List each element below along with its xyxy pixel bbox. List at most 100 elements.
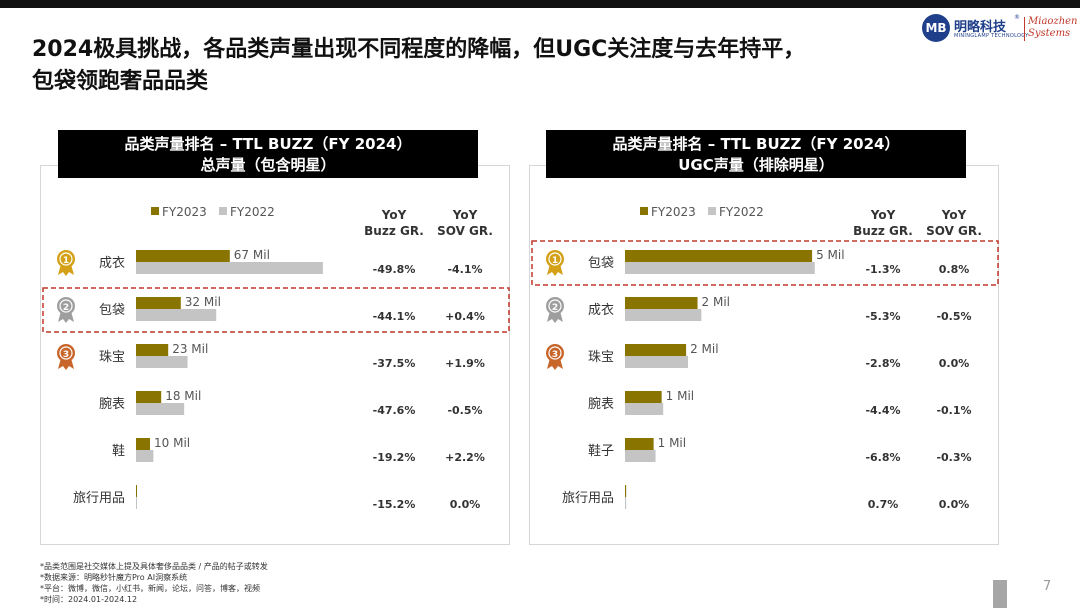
- col-header-line-1: YoY: [452, 208, 478, 222]
- legend-swatch-fy2023: [640, 207, 648, 215]
- buzz-gr-value: -47.6%: [373, 404, 416, 417]
- left-chart: FY2023 FY2022 YoY Buzz GR. YoY SOV GR. 1 成衣 67 M…: [42, 205, 510, 511]
- logo-registered-mark: ®: [1014, 14, 1020, 21]
- highlight-box: [42, 287, 510, 333]
- bar-data-label: 1 Mil: [666, 389, 694, 403]
- logo-divider: [1024, 17, 1025, 41]
- right-panel-header: 品类声量排名 – TTL BUZZ（FY 2024） UGC声量（排除明星）: [546, 130, 966, 178]
- sov-gr-value: 0.0%: [939, 498, 970, 511]
- page-marker-block: [993, 580, 1007, 608]
- bar-fy2022: [136, 450, 154, 462]
- buzz-gr-value: -5.3%: [865, 310, 900, 323]
- category-label: 腕表: [99, 396, 125, 412]
- logo-cn-text: 明略科技: [954, 20, 1007, 35]
- category-label: 包袋: [99, 303, 125, 318]
- right-chart-subtitle: UGC声量（排除明星）: [678, 156, 834, 174]
- footnote-source: *数据来源：明略秒针魔方Pro AI洞察系统: [40, 573, 188, 582]
- bar-fy2022: [136, 262, 323, 274]
- col-header-line-2: SOV GR.: [926, 224, 982, 238]
- sov-gr-value: -4.1%: [447, 263, 482, 276]
- col-header-line-2: Buzz GR.: [364, 224, 424, 238]
- category-label: 包袋: [588, 256, 614, 271]
- col-header-line-2: Buzz GR.: [853, 224, 913, 238]
- bar-fy2023: [625, 485, 627, 497]
- bar-fy2023: [136, 391, 162, 403]
- bar-data-label: 1 Mil: [658, 436, 686, 450]
- col-header-line-1: YoY: [941, 208, 967, 222]
- left-panel: FY2023 FY2022 YoY Buzz GR. YoY SOV GR. 1 成衣 67 M…: [40, 165, 510, 545]
- left-chart-title: 品类声量排名 – TTL BUZZ（FY 2024）: [124, 135, 412, 153]
- legend-label-fy2022: FY2022: [230, 205, 275, 219]
- bar-fy2023: [625, 250, 813, 262]
- bar-fy2022: [625, 262, 815, 274]
- medal-rank: 1: [552, 256, 558, 266]
- logo-miaozhen-line-2: Systems: [1028, 28, 1071, 39]
- left-panel-header: 品类声量排名 – TTL BUZZ（FY 2024） 总声量（包含明星）: [58, 130, 478, 178]
- legend-label-fy2022: FY2022: [719, 205, 764, 219]
- medal-rank: 2: [552, 303, 558, 313]
- bar-fy2023: [136, 297, 181, 309]
- medal-rank: 3: [552, 350, 558, 360]
- bar-fy2023: [625, 438, 654, 450]
- buzz-gr-value: -37.5%: [373, 357, 416, 370]
- bar-data-label: 67 Mil: [234, 248, 270, 262]
- bar-fy2022: [625, 309, 702, 321]
- legend-swatch-fy2023: [151, 207, 159, 215]
- buzz-gr-value: -6.8%: [865, 451, 900, 464]
- medal-inner-ring: [548, 252, 562, 266]
- buzz-gr-value: 0.7%: [868, 498, 899, 511]
- col-header-line-1: YoY: [381, 208, 407, 222]
- medal-inner-ring: [548, 299, 562, 313]
- category-label: 鞋: [112, 443, 125, 459]
- top-bar: [0, 0, 1080, 8]
- bar-fy2022: [136, 497, 137, 509]
- sov-gr-value: -0.5%: [936, 310, 971, 323]
- legend-label-fy2023: FY2023: [162, 205, 207, 219]
- category-label: 成衣: [588, 302, 614, 318]
- sov-gr-value: +2.2%: [445, 451, 485, 464]
- col-header-line-1: YoY: [870, 208, 896, 222]
- buzz-gr-value: -15.2%: [373, 498, 416, 511]
- right-chart-title: 品类声量排名 – TTL BUZZ（FY 2024）: [612, 135, 900, 153]
- legend-swatch-fy2022: [708, 207, 716, 215]
- right-chart: FY2023 FY2022 YoY Buzz GR. YoY SOV GR. 1 包袋 5 Mi…: [531, 205, 999, 511]
- category-label: 珠宝: [588, 350, 614, 365]
- company-logo: MB 明略科技 ® MININGLAMP TECHNOLOGY Miaozhen…: [922, 14, 1078, 44]
- page-number: 7: [1043, 579, 1052, 594]
- right-panel: FY2023 FY2022 YoY Buzz GR. YoY SOV GR. 1 包袋 5 Mi…: [529, 165, 999, 545]
- legend-label-fy2023: FY2023: [651, 205, 696, 219]
- buzz-gr-value: -49.8%: [373, 263, 416, 276]
- bar-data-label: 2 Mil: [690, 342, 718, 356]
- bar-fy2023: [625, 344, 687, 356]
- legend-swatch-fy2022: [219, 207, 227, 215]
- bar-fy2022: [625, 403, 664, 415]
- buzz-gr-value: -44.1%: [373, 310, 416, 323]
- bar-data-label: 18 Mil: [165, 389, 201, 403]
- sov-gr-value: -0.3%: [936, 451, 971, 464]
- highlight-box: [531, 240, 999, 286]
- logo-miaozhen-line-1: Miaozhen: [1028, 16, 1078, 27]
- medal-rank: 1: [63, 256, 69, 266]
- footnote-platforms: *平台：微博，微信，小红书，新闻，论坛，问答，博客，视频: [40, 584, 260, 593]
- buzz-gr-value: -1.3%: [865, 263, 900, 276]
- medal-inner-ring: [59, 346, 73, 360]
- bar-fy2023: [625, 297, 698, 309]
- bar-fy2022: [136, 356, 188, 368]
- bar-data-label: 10 Mil: [154, 436, 190, 450]
- bar-fy2022: [136, 403, 185, 415]
- sov-gr-value: 0.0%: [450, 498, 481, 511]
- category-label: 珠宝: [99, 350, 125, 365]
- category-label: 鞋子: [588, 443, 614, 459]
- sov-gr-value: 0.8%: [939, 263, 970, 276]
- medal-rank: 3: [63, 350, 69, 360]
- category-label: 成衣: [99, 255, 125, 271]
- bar-fy2022: [625, 450, 656, 462]
- left-chart-subtitle: 总声量（包含明星）: [200, 156, 336, 174]
- category-label: 旅行用品: [73, 491, 125, 506]
- sov-gr-value: -0.5%: [447, 404, 482, 417]
- buzz-gr-value: -4.4%: [865, 404, 900, 417]
- medal-inner-ring: [548, 346, 562, 360]
- bar-fy2022: [625, 497, 627, 509]
- bar-data-label: 2 Mil: [702, 295, 730, 309]
- footnotes: *品类范围是社交媒体上提及具体奢侈品品类 / 产品的帖子或转发 *数据来源：明略…: [40, 561, 600, 605]
